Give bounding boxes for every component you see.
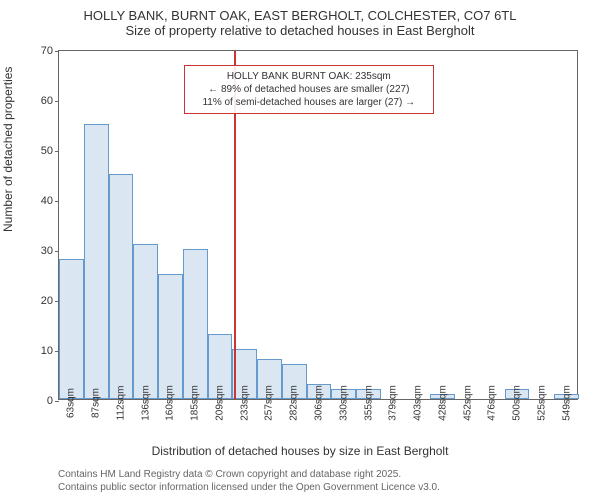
x-tick-label: 330sqm [338, 385, 349, 421]
x-tick-label: 87sqm [91, 388, 102, 418]
x-tick-label: 160sqm [165, 385, 176, 421]
x-tick-label: 233sqm [239, 385, 250, 421]
y-tick-mark [55, 401, 59, 402]
x-tick-mark [96, 399, 97, 403]
x-tick-label: 549sqm [561, 385, 572, 421]
footnote-line2: Contains public sector information licen… [58, 481, 440, 494]
y-tick-label: 30 [41, 245, 53, 257]
x-tick-mark [71, 399, 72, 403]
x-tick-label: 355sqm [363, 385, 374, 421]
y-tick-label: 50 [41, 145, 53, 157]
histogram-bar [158, 274, 183, 399]
x-tick-label: 476sqm [487, 385, 498, 421]
x-tick-mark [517, 399, 518, 403]
x-tick-mark [442, 399, 443, 403]
x-tick-mark [368, 399, 369, 403]
x-axis-label: Distribution of detached houses by size … [0, 444, 600, 458]
x-tick-mark [418, 399, 419, 403]
x-tick-label: 209sqm [214, 385, 225, 421]
y-tick-label: 60 [41, 95, 53, 107]
y-tick-mark [55, 101, 59, 102]
y-tick-mark [55, 151, 59, 152]
histogram-bar [183, 249, 208, 399]
y-tick-mark [55, 201, 59, 202]
x-tick-mark [244, 399, 245, 403]
y-tick-label: 0 [47, 395, 53, 407]
x-tick-mark [195, 399, 196, 403]
x-tick-label: 306sqm [314, 385, 325, 421]
x-tick-label: 136sqm [140, 385, 151, 421]
y-tick-mark [55, 251, 59, 252]
x-tick-mark [541, 399, 542, 403]
chart-title-line2: Size of property relative to detached ho… [0, 23, 600, 38]
x-tick-mark [170, 399, 171, 403]
x-tick-mark [294, 399, 295, 403]
property-size-histogram: HOLLY BANK, BURNT OAK, EAST BERGHOLT, CO… [0, 0, 600, 500]
x-tick-mark [343, 399, 344, 403]
x-tick-mark [492, 399, 493, 403]
x-tick-label: 282sqm [289, 385, 300, 421]
x-tick-label: 379sqm [388, 385, 399, 421]
x-tick-label: 403sqm [413, 385, 424, 421]
x-tick-label: 452sqm [462, 385, 473, 421]
annotation-box: HOLLY BANK BURNT OAK: 235sqm← 89% of det… [184, 65, 434, 114]
histogram-bar [133, 244, 158, 399]
chart-footnote: Contains HM Land Registry data © Crown c… [58, 468, 440, 494]
x-tick-label: 428sqm [437, 385, 448, 421]
x-tick-label: 500sqm [512, 385, 523, 421]
histogram-bar [84, 124, 109, 399]
chart-title-block: HOLLY BANK, BURNT OAK, EAST BERGHOLT, CO… [0, 8, 600, 38]
x-tick-mark [319, 399, 320, 403]
x-tick-label: 257sqm [264, 385, 275, 421]
annotation-line-3: 11% of semi-detached houses are larger (… [191, 96, 427, 109]
annotation-line-2: ← 89% of detached houses are smaller (22… [191, 83, 427, 96]
x-tick-mark [120, 399, 121, 403]
x-tick-mark [393, 399, 394, 403]
x-tick-mark [269, 399, 270, 403]
x-tick-mark [467, 399, 468, 403]
y-tick-mark [55, 51, 59, 52]
annotation-line-1: HOLLY BANK BURNT OAK: 235sqm [191, 70, 427, 83]
footnote-line1: Contains HM Land Registry data © Crown c… [58, 468, 440, 481]
histogram-bar [59, 259, 84, 399]
y-tick-label: 10 [41, 345, 53, 357]
y-tick-label: 20 [41, 295, 53, 307]
x-tick-mark [566, 399, 567, 403]
y-tick-label: 40 [41, 195, 53, 207]
plot-area: 01020304050607063sqm87sqm112sqm136sqm160… [58, 50, 578, 400]
histogram-bar [109, 174, 134, 399]
y-tick-label: 70 [41, 45, 53, 57]
chart-title-line1: HOLLY BANK, BURNT OAK, EAST BERGHOLT, CO… [0, 8, 600, 23]
x-tick-label: 185sqm [190, 385, 201, 421]
x-tick-label: 63sqm [66, 388, 77, 418]
x-tick-label: 525sqm [536, 385, 547, 421]
x-tick-mark [219, 399, 220, 403]
y-axis-label: Number of detached properties [1, 67, 15, 232]
x-tick-mark [145, 399, 146, 403]
x-tick-label: 112sqm [115, 386, 126, 421]
